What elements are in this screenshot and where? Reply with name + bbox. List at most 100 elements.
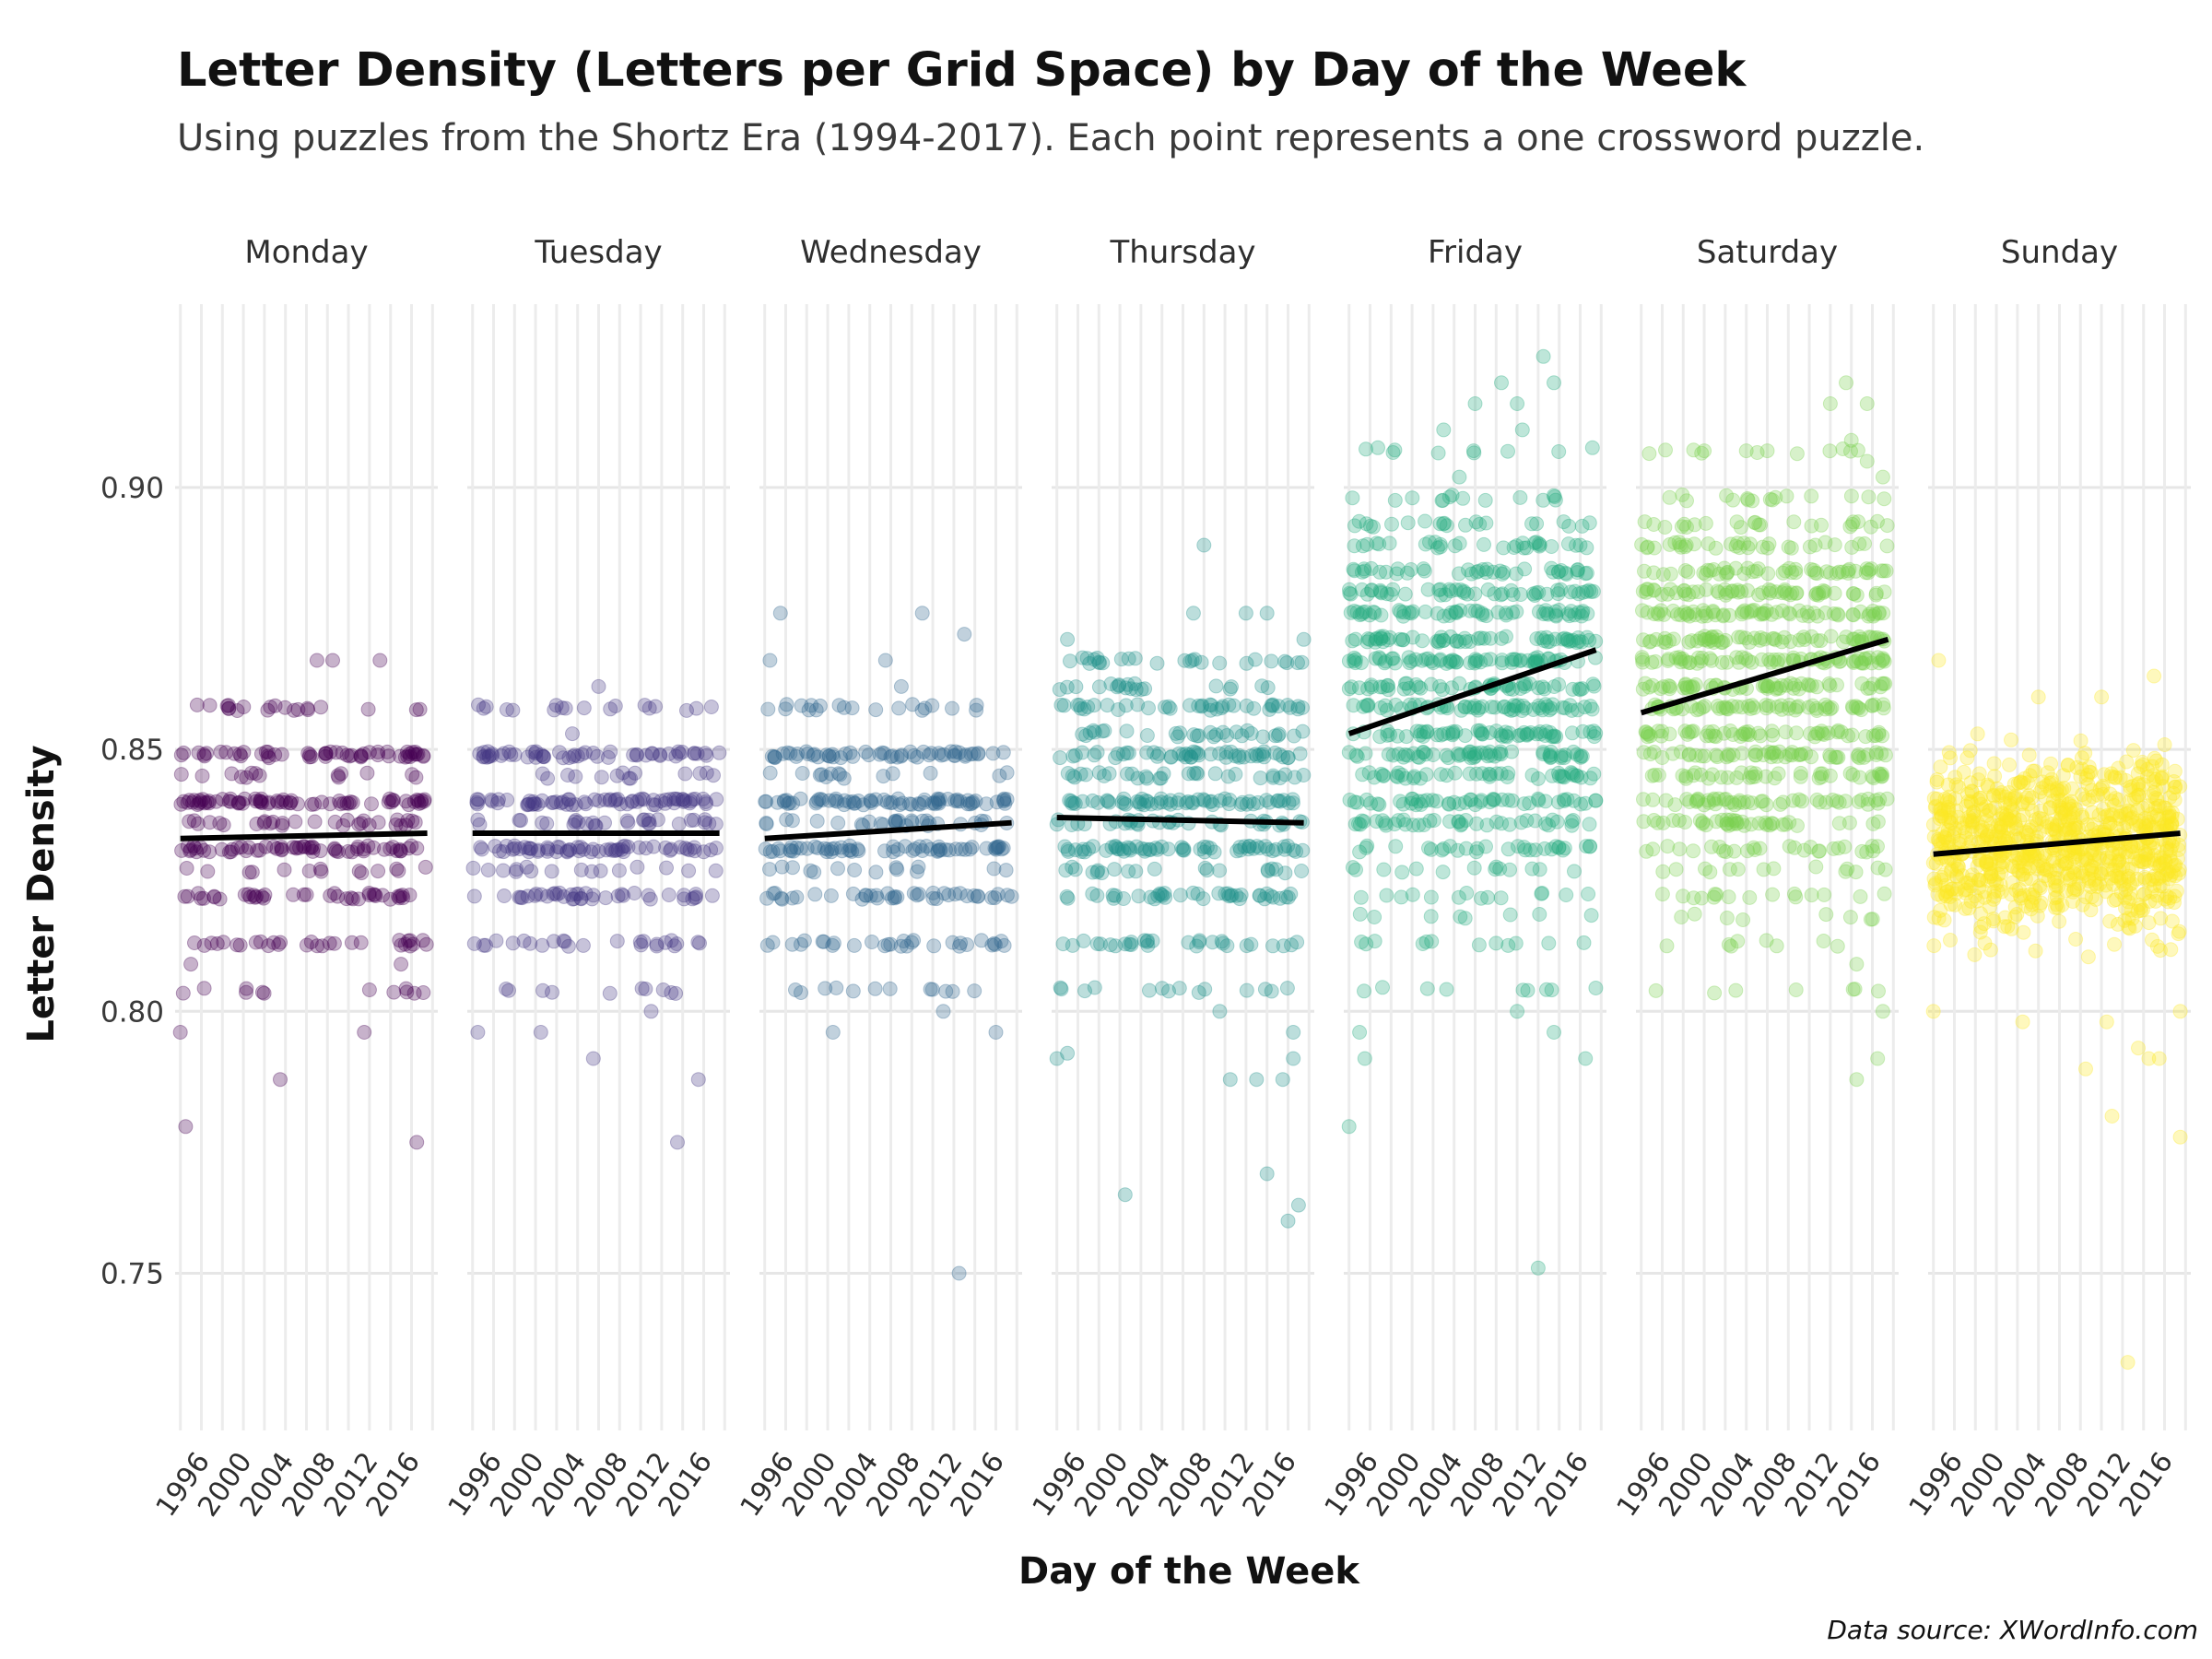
data-point [877, 938, 892, 954]
data-point [880, 886, 896, 901]
data-point [671, 744, 686, 759]
data-point [1415, 653, 1430, 668]
data-point [288, 814, 303, 830]
data-point [823, 888, 839, 903]
data-point [679, 841, 695, 857]
data-point [1540, 634, 1555, 650]
data-point [782, 746, 798, 761]
data-point [570, 840, 585, 855]
data-point [1547, 1025, 1561, 1040]
data-point [406, 794, 422, 809]
data-point [1786, 514, 1802, 530]
data-point [1757, 631, 1772, 647]
data-point [299, 887, 314, 902]
data-point [877, 792, 892, 807]
data-point [1676, 888, 1690, 904]
data-point [540, 771, 556, 786]
data-point [1416, 561, 1431, 577]
data-point [1418, 934, 1434, 949]
data-point [1456, 585, 1472, 600]
data-point [269, 841, 285, 856]
data-point [1419, 981, 1435, 996]
data-point [524, 864, 539, 879]
data-point [904, 813, 920, 829]
data-point [565, 726, 580, 742]
data-point [910, 749, 925, 765]
data-point [601, 749, 616, 765]
data-point [949, 794, 965, 809]
data-point [994, 841, 1009, 857]
data-point [887, 890, 902, 906]
data-point [1172, 725, 1188, 741]
data-point [1973, 796, 1989, 812]
data-point [1137, 681, 1153, 697]
data-point [239, 843, 254, 859]
data-point [483, 792, 499, 807]
data-point [1785, 793, 1801, 808]
data-point [687, 746, 702, 761]
data-point [401, 841, 417, 856]
data-point [469, 792, 485, 807]
data-point [877, 746, 892, 761]
data-point [409, 792, 425, 807]
data-point [858, 744, 874, 759]
data-point [416, 985, 431, 1000]
data-point [2004, 732, 2018, 747]
data-point [1477, 630, 1492, 646]
data-point [912, 796, 927, 812]
data-point [890, 791, 906, 806]
data-point [1842, 910, 1858, 925]
data-point [830, 766, 846, 782]
data-point [1500, 937, 1516, 953]
data-point [2171, 924, 2187, 939]
data-point [1053, 982, 1069, 997]
data-point [794, 985, 808, 1000]
data-point [992, 768, 1007, 783]
data-point [1877, 491, 1892, 507]
data-point [1433, 727, 1449, 743]
data-point [818, 747, 834, 763]
data-point [1174, 840, 1190, 855]
data-point [512, 812, 527, 828]
data-point [1702, 728, 1718, 744]
data-point [263, 700, 278, 715]
data-point [1673, 654, 1688, 670]
data-point [597, 792, 613, 807]
data-point [2120, 1355, 2136, 1371]
data-point [1859, 396, 1875, 411]
data-point [525, 744, 540, 759]
data-point [2099, 1014, 2114, 1030]
data-point [2055, 849, 2071, 865]
data-point [666, 791, 682, 806]
data-point [957, 627, 972, 642]
data-point [1060, 890, 1076, 906]
data-point [386, 984, 402, 1000]
data-point [577, 794, 593, 810]
data-point [237, 887, 253, 902]
data-point [845, 794, 861, 809]
data-point [190, 816, 206, 831]
data-point [798, 744, 814, 759]
data-point [880, 936, 896, 952]
data-point [327, 841, 343, 857]
data-point [367, 887, 382, 902]
data-point [898, 839, 912, 854]
data-point [708, 817, 724, 832]
data-point [1119, 724, 1135, 739]
data-point [231, 794, 247, 810]
data-point [846, 795, 862, 811]
data-point [194, 794, 208, 810]
data-point [183, 957, 199, 972]
data-point [1510, 396, 1525, 411]
data-point [966, 888, 982, 903]
data-point [1782, 698, 1797, 712]
data-point [624, 794, 640, 809]
data-point [938, 842, 953, 857]
data-point [979, 841, 994, 856]
data-point [887, 888, 902, 904]
data-point [416, 747, 431, 763]
data-point [1853, 604, 1868, 619]
data-point [762, 653, 778, 668]
data-point [1566, 744, 1582, 759]
